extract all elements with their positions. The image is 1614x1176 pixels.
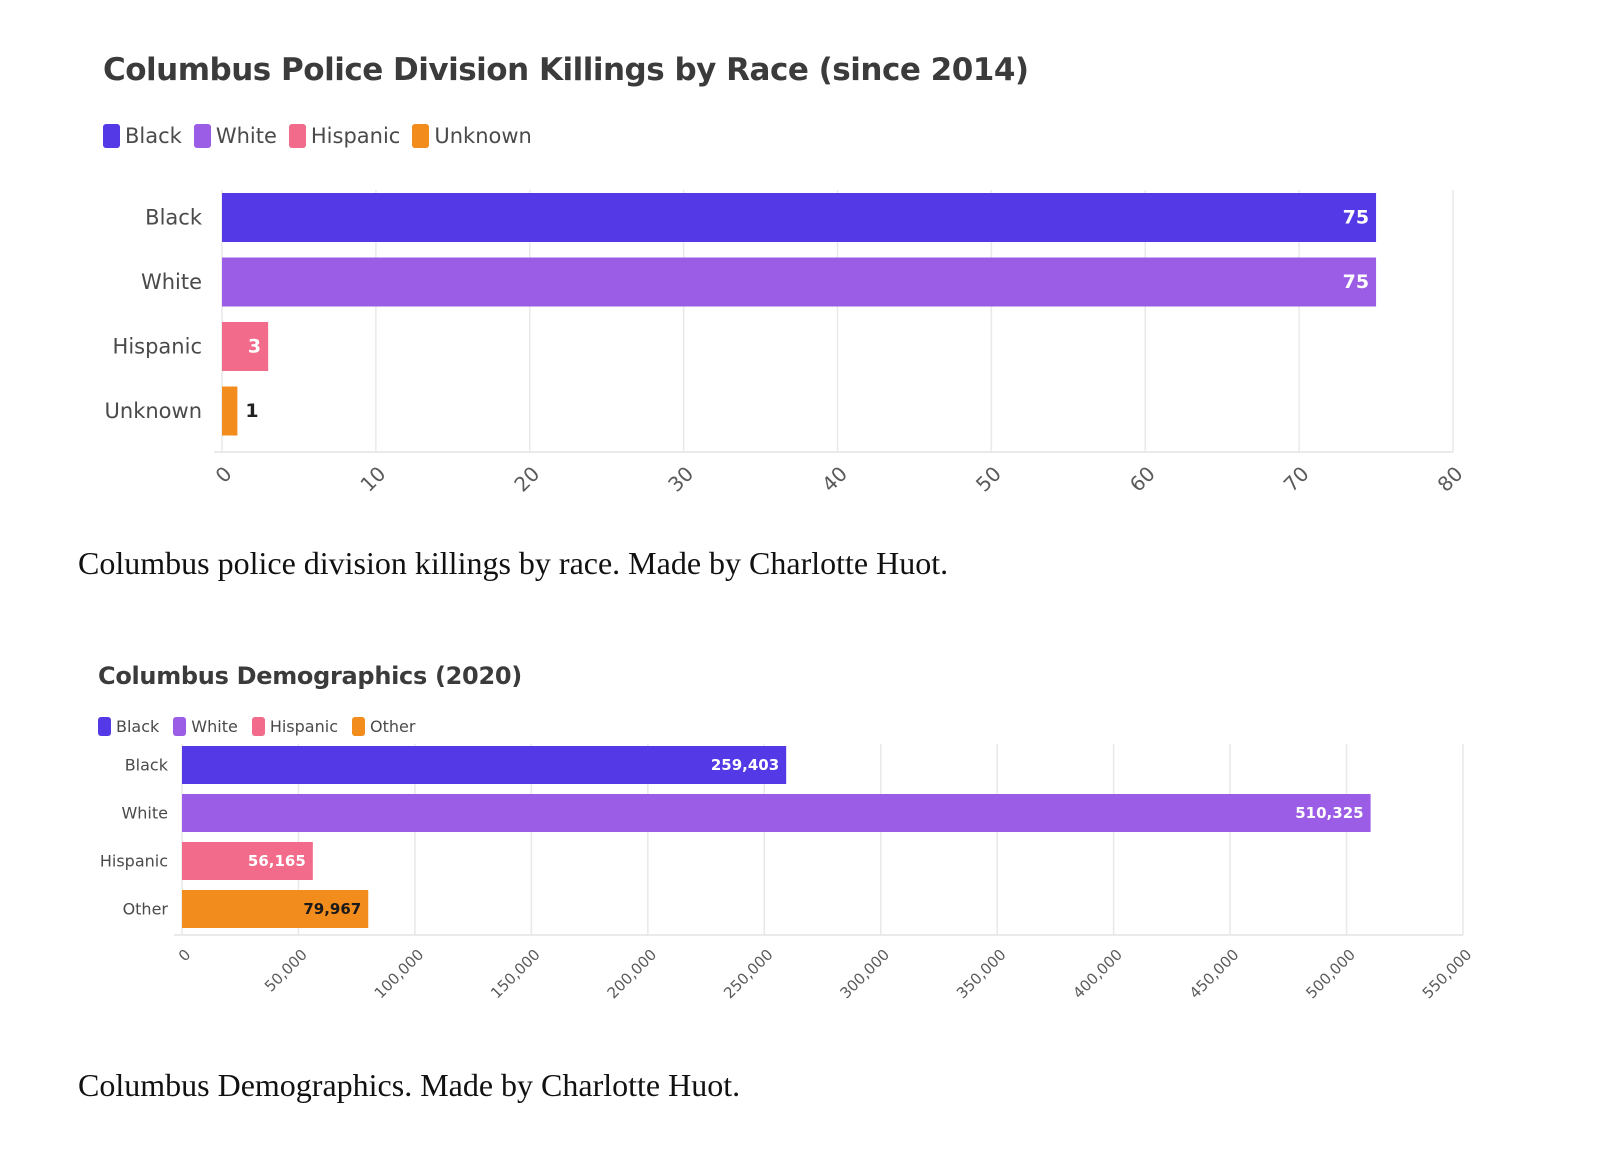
legend-item: Other — [351, 717, 416, 736]
category-label: Black — [125, 756, 169, 775]
chart-demographics: Columbus Demographics (2020) Black White H… — [0, 640, 1614, 1060]
x-tick-label: 550,000 — [1419, 946, 1476, 1003]
x-tick-label: 60 — [1125, 462, 1160, 497]
x-tick-label: 500,000 — [1302, 946, 1359, 1003]
x-tick-label: 50,000 — [261, 946, 311, 996]
legend-label: Hispanic — [269, 717, 338, 736]
legend-label: Black — [116, 717, 160, 736]
legend-item: Unknown — [412, 124, 532, 148]
legend-swatch — [193, 124, 211, 148]
legend-swatch — [288, 124, 306, 148]
chart-killings-by-race: Columbus Police Division Killings by Rac… — [0, 0, 1614, 540]
data-label: 510,325 — [1295, 804, 1363, 822]
x-tick-label: 200,000 — [604, 946, 661, 1003]
data-label: 75 — [1343, 207, 1369, 229]
data-label: 3 — [248, 336, 261, 358]
chart-title: Columbus Police Division Killings by Rac… — [103, 52, 1029, 88]
data-label: 56,165 — [248, 852, 306, 870]
x-tick-label: 400,000 — [1069, 946, 1126, 1003]
x-tick-label: 350,000 — [953, 946, 1010, 1003]
category-label: White — [121, 804, 168, 823]
legend-label: Unknown — [434, 124, 532, 148]
legend-swatch — [412, 124, 430, 148]
legend-swatch — [173, 717, 187, 736]
bar-black — [182, 746, 787, 784]
chart-legend: Black White Hispanic Unknown — [103, 124, 544, 148]
category-label: Unknown — [105, 399, 202, 423]
legend-item: Black — [103, 124, 182, 148]
legend-swatch — [351, 717, 365, 736]
x-tick-label: 450,000 — [1186, 946, 1243, 1003]
x-tick-label: 0 — [175, 946, 194, 965]
legend-label: Hispanic — [310, 124, 401, 148]
category-label: Hispanic — [100, 852, 168, 871]
chart-legend: Black White Hispanic Other — [98, 717, 429, 736]
bar-white — [222, 257, 1377, 307]
x-tick-label: 20 — [509, 462, 544, 497]
x-tick-label: 300,000 — [837, 946, 894, 1003]
legend-item: Hispanic — [288, 124, 401, 148]
x-tick-label: 70 — [1279, 462, 1314, 497]
bar-unknown — [222, 386, 238, 436]
data-label: 1 — [245, 400, 258, 422]
legend-label: Black — [125, 124, 182, 148]
legend-label: White — [215, 124, 277, 148]
bar-white — [182, 794, 1371, 832]
data-label: 75 — [1343, 271, 1369, 293]
bar-other — [182, 890, 369, 928]
x-tick-label: 30 — [663, 462, 698, 497]
data-label: 259,403 — [711, 756, 779, 774]
x-tick-label: 10 — [355, 462, 390, 497]
legend-swatch — [251, 717, 265, 736]
legend-item: Hispanic — [251, 717, 338, 736]
category-label: Other — [123, 900, 169, 919]
legend-label: Other — [369, 717, 416, 736]
chart-plot: Black 259,403 White 510,325 Hispanic 56,165 Ot… — [100, 744, 1476, 1003]
legend-item: Black — [98, 717, 159, 736]
x-tick-label: 0 — [211, 462, 237, 488]
bar-black — [222, 193, 1377, 242]
x-tick-label: 80 — [1433, 462, 1468, 497]
category-label: Hispanic — [113, 335, 202, 359]
chart-title: Columbus Demographics (2020) — [98, 662, 522, 690]
legend-item: White — [193, 124, 277, 148]
x-tick-label: 50 — [971, 462, 1006, 497]
legend-swatch — [103, 124, 120, 148]
x-tick-label: 150,000 — [487, 946, 544, 1003]
figure-caption: Columbus police division killings by rac… — [78, 545, 949, 581]
x-tick-label: 250,000 — [720, 946, 777, 1003]
x-tick-label: 40 — [817, 462, 852, 497]
category-label: Black — [145, 206, 203, 230]
bar-hispanic — [182, 842, 313, 880]
legend-item: White — [173, 717, 238, 736]
category-label: White — [141, 270, 202, 294]
bar-hispanic — [222, 322, 269, 371]
legend-label: White — [191, 717, 238, 736]
data-label: 79,967 — [303, 900, 361, 918]
figure-caption: Columbus Demographics. Made by Charlotte… — [78, 1067, 741, 1103]
x-tick-label: 100,000 — [371, 946, 428, 1003]
legend-swatch — [98, 717, 111, 736]
